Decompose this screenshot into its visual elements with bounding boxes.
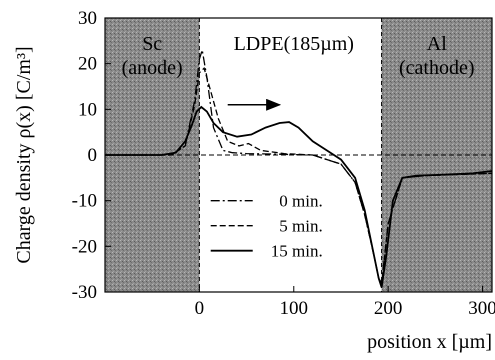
region-label-ldpe-sample: LDPE(185µm) bbox=[234, 33, 354, 55]
region-sublabel-semiconductive-electrode: (anode) bbox=[122, 57, 183, 79]
legend-label-1: 5 min. bbox=[279, 217, 322, 236]
series-line-2 bbox=[105, 105, 493, 288]
axis-ticks: 0 100 200 300 -30 -20 -10 0 10 20 30 bbox=[72, 8, 495, 319]
legend-label-0: 0 min. bbox=[279, 192, 322, 211]
y-tick-label: -20 bbox=[72, 236, 97, 257]
x-axis-title: position x [µm] bbox=[367, 331, 492, 353]
x-tick-label: 100 bbox=[280, 298, 309, 319]
y-tick-label: -30 bbox=[72, 282, 97, 303]
y-axis-title: Charge density ρ(x) [C/m³] bbox=[13, 46, 35, 263]
y-tick-label: 10 bbox=[78, 99, 97, 120]
y-tick-label: 20 bbox=[78, 54, 97, 75]
y-tick-label: -10 bbox=[72, 191, 97, 212]
x-tick-label: 200 bbox=[374, 298, 403, 319]
y-tick-label: 30 bbox=[78, 8, 97, 29]
x-tick-label: 300 bbox=[468, 298, 495, 319]
y-tick-label: 0 bbox=[88, 145, 98, 166]
region-label-semiconductive-electrode: Sc bbox=[142, 33, 162, 55]
region-labels: Sc(anode) LDPE(185µm) Al(cathode) bbox=[122, 33, 475, 79]
series-lines bbox=[105, 49, 493, 288]
region-sublabel-aluminium-electrode: (cathode) bbox=[399, 57, 475, 79]
legend: 0 min. 5 min. 15 min. bbox=[210, 192, 323, 261]
series-line-1 bbox=[105, 66, 493, 288]
legend-label-2: 15 min. bbox=[271, 242, 323, 261]
region-label-aluminium-electrode: Al bbox=[427, 33, 447, 55]
x-tick-label: 0 bbox=[195, 298, 205, 319]
